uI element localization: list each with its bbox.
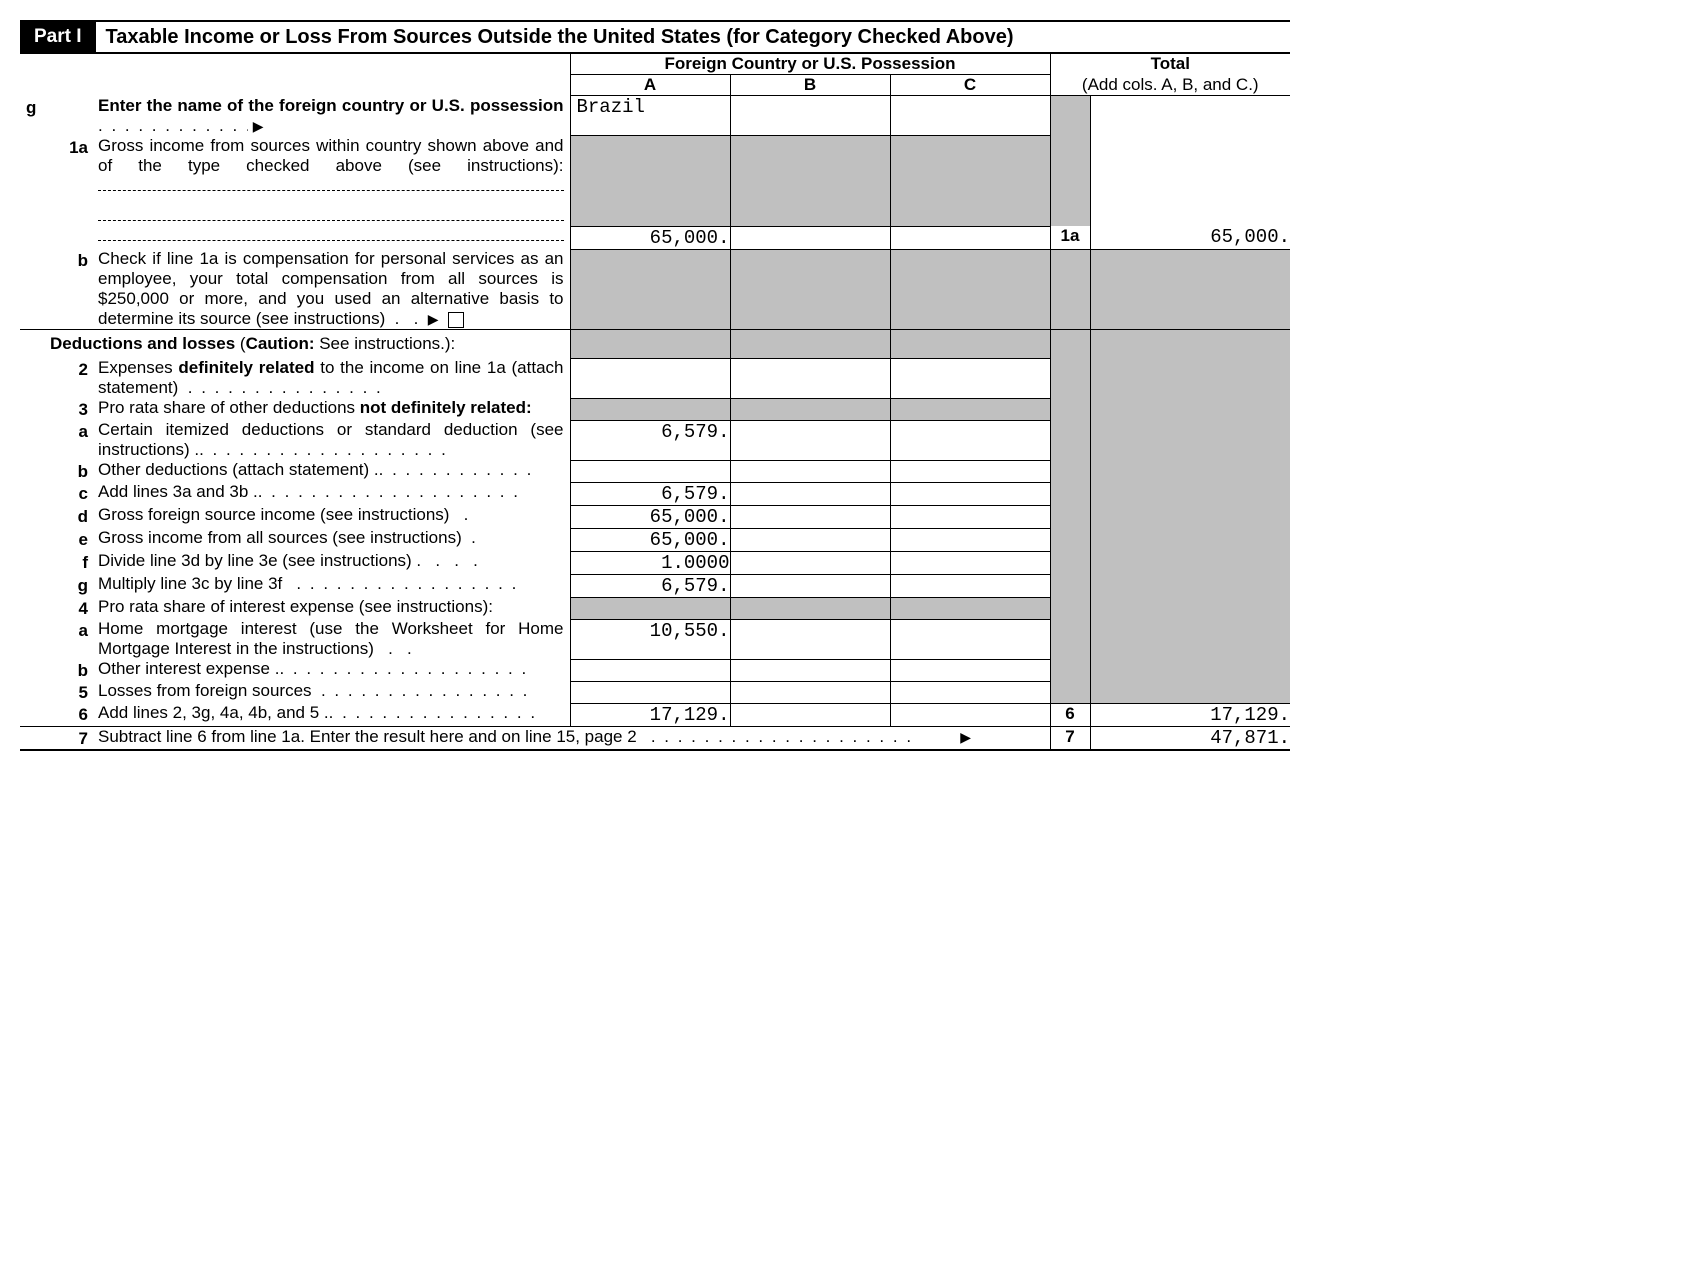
line-g-num: g (20, 96, 50, 136)
row-7: 7 Subtract line 6 from line 1a. Enter th… (20, 726, 1290, 750)
header-row-1: Foreign Country or U.S. Possession Total (20, 54, 1290, 75)
row-3a: a Certain itemized deductions or standar… (20, 420, 1290, 460)
part-header: Part I Taxable Income or Loss From Sourc… (20, 20, 1290, 54)
row-3b: bOther deductions (attach statement) . (20, 460, 1290, 482)
line-g-b[interactable] (730, 96, 890, 136)
col-header-foreign: Foreign Country or U.S. Possession (570, 54, 1050, 75)
row-3g: gMultiply line 3c by line 3f 6,579. (20, 574, 1290, 597)
line-2-a[interactable] (570, 358, 730, 398)
row-3: 3 Pro rata share of other deductions not… (20, 398, 1290, 420)
line-2-b[interactable] (730, 358, 890, 398)
line-2-text: Expenses definitely related to the incom… (98, 358, 570, 398)
line-1a-total: 65,000. (1090, 226, 1290, 249)
row-5: 5Losses from foreign sources (20, 681, 1290, 703)
col-a-header: A (570, 75, 730, 96)
form-1116-part1: Part I Taxable Income or Loss From Sourc… (20, 20, 1290, 751)
line-1b-text: Check if line 1a is compensation for per… (98, 249, 570, 329)
main-table: Foreign Country or U.S. Possession Total… (20, 54, 1290, 751)
line-3a-c[interactable] (890, 420, 1050, 460)
part-label: Part I (20, 22, 96, 52)
row-3d: dGross foreign source income (see instru… (20, 505, 1290, 528)
line-1a-num: 1a (20, 136, 98, 227)
col-header-total: Total (1050, 54, 1290, 75)
line-1a-label: 1a (1050, 226, 1090, 249)
line-1a-a[interactable]: 65,000. (570, 226, 730, 249)
line-3-num: 3 (20, 398, 98, 420)
row-2: 2 Expenses definitely related to the inc… (20, 358, 1290, 398)
line-1b-checkbox[interactable] (448, 312, 464, 328)
line-2-num: 2 (20, 358, 98, 398)
row-1b: b Check if line 1a is compensation for p… (20, 249, 1290, 330)
row-3e: eGross income from all sources (see inst… (20, 528, 1290, 551)
row-3f: fDivide line 3d by line 3e (see instruct… (20, 551, 1290, 574)
line-g-c[interactable] (890, 96, 1050, 136)
line-3a-b[interactable] (730, 420, 890, 460)
row-1a-value: 65,000. 1a 65,000. (20, 226, 1290, 249)
row-4a: aHome mortgage interest (use the Workshe… (20, 619, 1290, 659)
col-total-sub: (Add cols. A, B, and C.) (1050, 75, 1290, 96)
line-1b-num: b (20, 249, 98, 329)
line-g-text: Enter the name of the foreign country or… (50, 96, 570, 136)
part-title: Taxable Income or Loss From Sources Outs… (96, 26, 1014, 49)
line-3a-a[interactable]: 6,579. (570, 420, 730, 460)
line-2-c[interactable] (890, 358, 1050, 398)
col-b-header: B (730, 75, 890, 96)
col-c-header: C (890, 75, 1050, 96)
line-g-a[interactable]: Brazil (570, 96, 730, 136)
row-4: 4Pro rata share of interest expense (see… (20, 597, 1290, 619)
row-g: g Enter the name of the foreign country … (20, 96, 1290, 136)
row-4b: bOther interest expense . (20, 659, 1290, 681)
line-1a-text: Gross income from sources within country… (98, 136, 570, 227)
row-3c: cAdd lines 3a and 3b . 6,579. (20, 482, 1290, 505)
line-3-text: Pro rata share of other deductions not d… (98, 398, 570, 420)
row-6: 6Add lines 2, 3g, 4a, 4b, and 5 . 17,129… (20, 703, 1290, 726)
line-1a-b[interactable] (730, 226, 890, 249)
line-3a-num: a (20, 420, 98, 460)
line-3a-text: Certain itemized deductions or standard … (98, 420, 570, 460)
line-1a-c[interactable] (890, 226, 1050, 249)
row-deductions-header: Deductions and losses (Caution: See inst… (20, 330, 1290, 359)
deductions-header: Deductions and losses (Caution: See inst… (20, 330, 570, 359)
